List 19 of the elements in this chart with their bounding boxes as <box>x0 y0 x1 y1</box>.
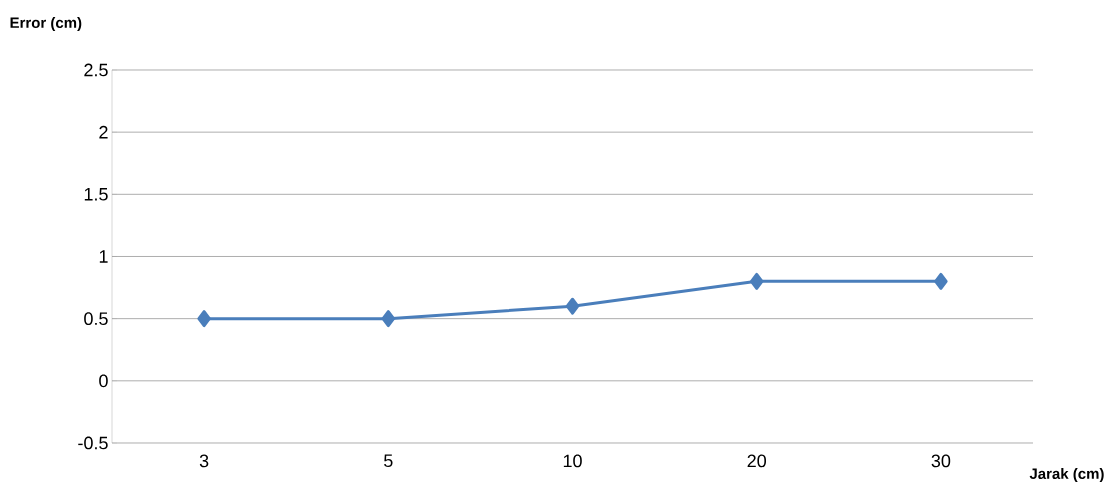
y-axis-title: Error (cm) <box>10 17 82 31</box>
x-tick-label: 5 <box>384 454 393 468</box>
point <box>381 310 396 328</box>
point <box>934 272 948 290</box>
y-tick-label: 1 <box>99 250 108 263</box>
y-tick-label: 2.5 <box>84 63 108 77</box>
x-tick-label: 20 <box>747 454 767 468</box>
point <box>565 297 580 315</box>
y-tick-label: 0.5 <box>84 312 108 326</box>
y-tick-label: 0 <box>99 374 108 388</box>
y-tick-label: 1.5 <box>84 188 108 201</box>
point <box>749 272 764 290</box>
x-axis-title: Jarak (cm) <box>1029 467 1104 482</box>
x-tick-label: 10 <box>563 454 582 468</box>
x-tick-label: 3 <box>199 454 209 468</box>
y-tick-label: -0.5 <box>78 436 108 450</box>
y-tick-label: 2 <box>99 125 108 139</box>
x-tick-label: 30 <box>931 454 951 468</box>
point <box>197 310 211 328</box>
